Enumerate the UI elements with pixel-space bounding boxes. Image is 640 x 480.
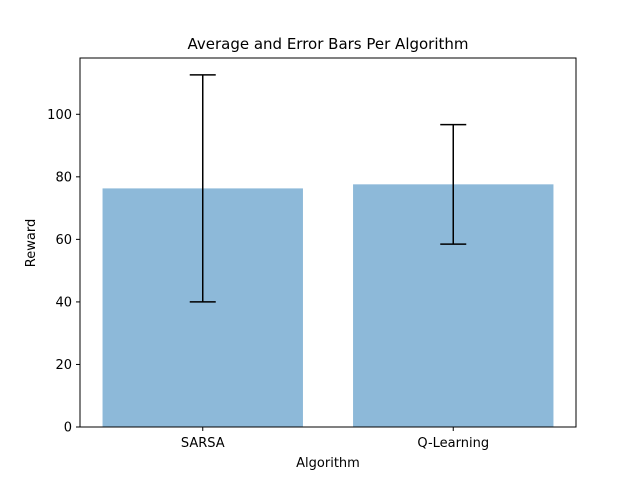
x-tick-label: SARSA xyxy=(181,436,225,451)
plot-frame xyxy=(79,57,577,428)
y-tick-label: 60 xyxy=(55,233,72,248)
chart-title: Average and Error Bars Per Algorithm xyxy=(187,35,468,53)
y-axis-label: Reward xyxy=(24,219,39,267)
x-tick-label: Q-Learning xyxy=(417,436,489,451)
y-axis: 0 20 40 60 80 100 xyxy=(47,108,80,436)
y-tick-label: 0 xyxy=(64,421,72,436)
y-tick-label: 80 xyxy=(55,170,72,185)
y-tick-label: 20 xyxy=(55,358,72,373)
x-axis-label: Algorithm xyxy=(296,456,360,471)
error-bars-layer xyxy=(189,74,467,303)
y-tick-label: 40 xyxy=(55,295,72,310)
bars-layer xyxy=(102,184,554,427)
x-axis: SARSA Q-Learning xyxy=(181,427,489,451)
y-tick-label: 100 xyxy=(47,108,72,123)
